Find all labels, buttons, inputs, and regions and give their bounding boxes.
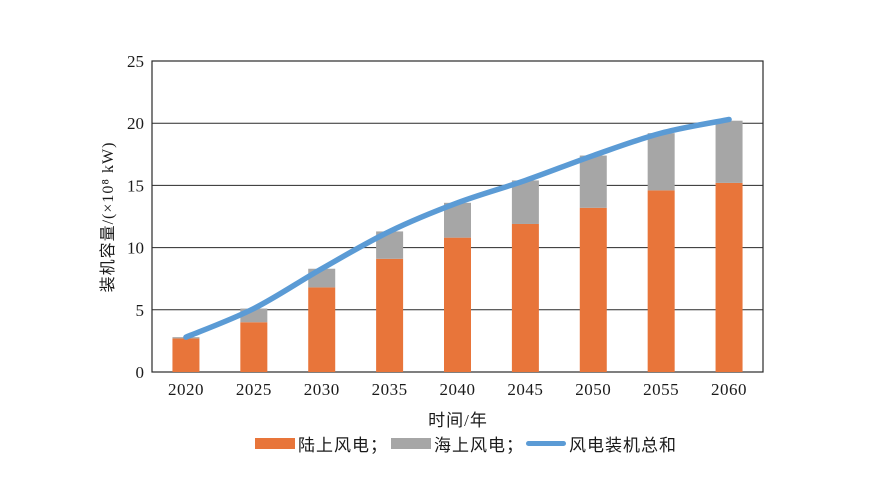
bar-segment-陆上风电-2035 xyxy=(376,258,404,372)
bars-layer xyxy=(172,120,743,372)
bar-segment-陆上风电-2040 xyxy=(444,237,471,372)
y-tick-label: 0 xyxy=(136,363,145,382)
offshore-wind-swatch-icon xyxy=(391,437,431,449)
y-tick-label: 10 xyxy=(127,239,144,258)
y-tick-label: 15 xyxy=(127,176,144,195)
x-tick-label: 2035 xyxy=(372,380,408,399)
bar-segment-海上风电-2055 xyxy=(647,133,675,191)
y-axis-title: 装机容量/(×10⁸ kW) xyxy=(100,141,117,293)
x-tick-label: 2040 xyxy=(440,380,476,399)
bar-segment-陆上风电-2050 xyxy=(579,207,607,372)
y-tick-label: 5 xyxy=(136,301,145,320)
bar-segment-陆上风电-2055 xyxy=(647,190,675,372)
bar-segment-海上风电-2045 xyxy=(511,180,539,224)
legend-label-total: 风电装机总和 xyxy=(569,435,677,455)
bar-segment-海上风电-2050 xyxy=(579,155,607,208)
total-line-layer xyxy=(183,116,732,340)
bar-segment-海上风电-2060 xyxy=(715,120,743,183)
y-tick-label: 20 xyxy=(127,114,144,133)
legend-item-offshore-wind: 海上风电； xyxy=(391,434,524,455)
onshore-wind-swatch-icon xyxy=(255,437,295,449)
total-capacity-line xyxy=(183,116,732,340)
bar-segment-陆上风电-2025 xyxy=(240,322,268,372)
x-tick-label: 2020 xyxy=(168,380,204,399)
x-tick-label: 2060 xyxy=(711,380,747,399)
x-tick-label: 2045 xyxy=(507,380,543,399)
bar-segment-陆上风电-2030 xyxy=(308,287,336,372)
legend-item-onshore-wind: 陆上风电； xyxy=(255,434,388,455)
legend-label-offshore: 海上风电； xyxy=(434,435,524,455)
bar-segment-陆上风电-2045 xyxy=(511,223,539,372)
x-tick-label: 2055 xyxy=(643,380,679,399)
x-tick-label: 2030 xyxy=(304,380,340,399)
legend-label-onshore: 陆上风电； xyxy=(298,435,388,455)
legend-item-total-wind: 风电装机总和 xyxy=(526,434,677,455)
x-axis-title: 时间/年 xyxy=(428,411,488,430)
y-tick-label: 25 xyxy=(127,52,144,71)
bar-segment-陆上风电-2060 xyxy=(715,182,743,372)
x-tick-label: 2025 xyxy=(236,380,272,399)
total-wind-line-swatch-icon xyxy=(526,440,566,446)
x-tick-label: 2050 xyxy=(575,380,611,399)
bar-segment-陆上风电-2020 xyxy=(172,338,200,372)
